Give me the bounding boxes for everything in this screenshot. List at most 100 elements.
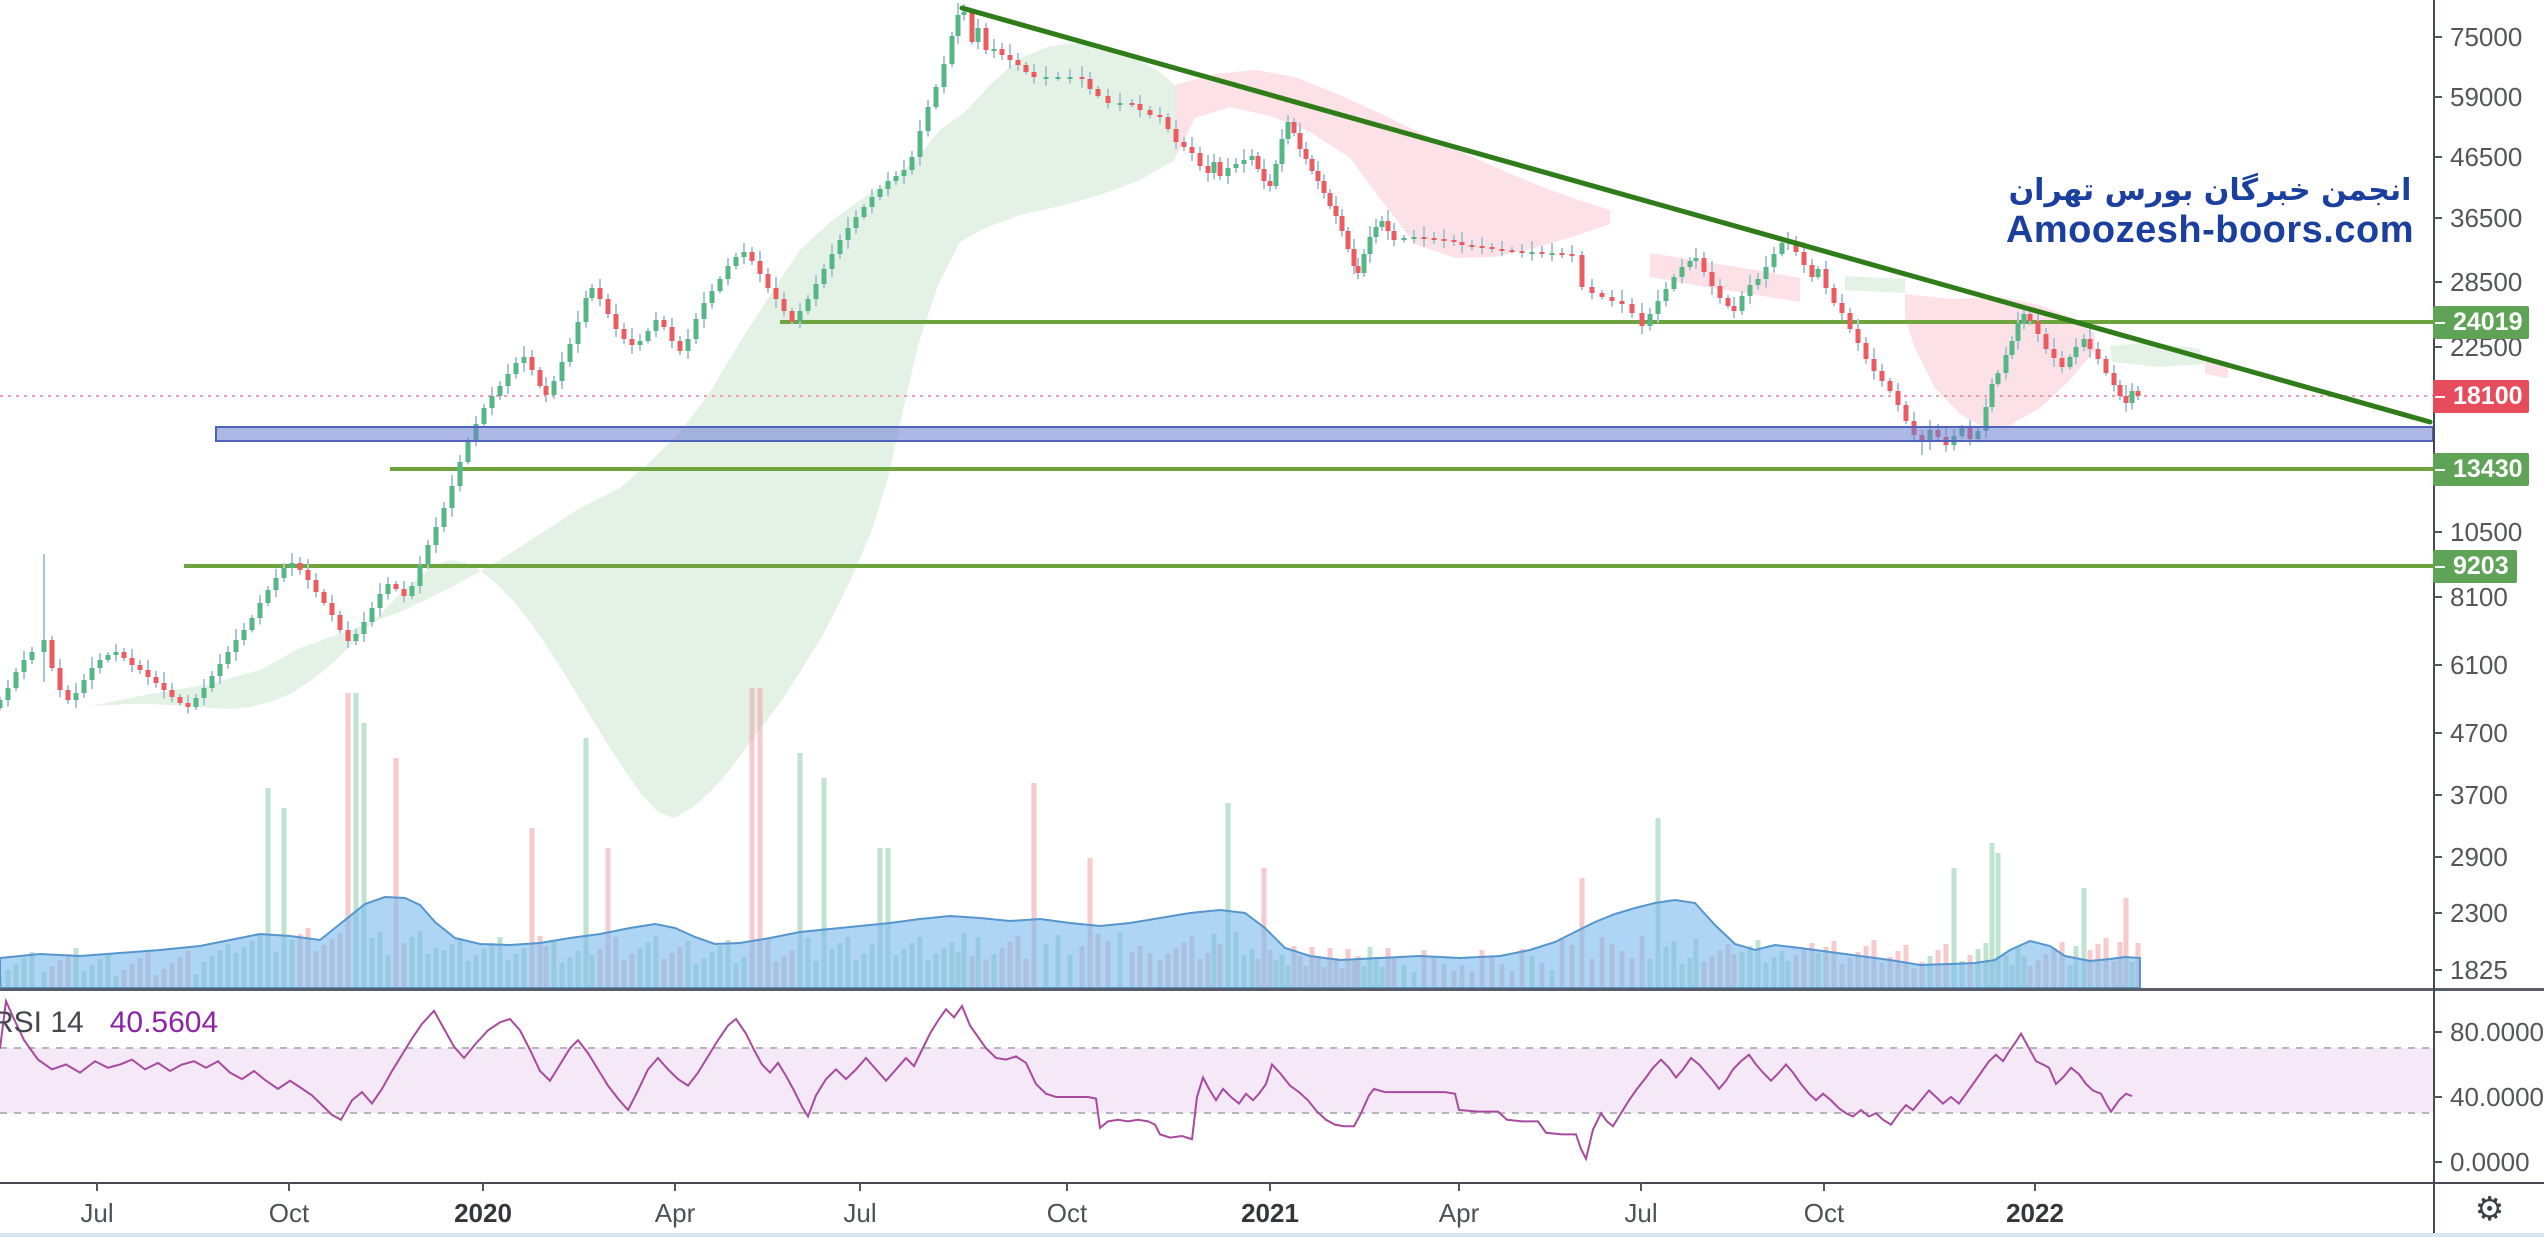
candle-body xyxy=(449,486,455,508)
candle-body xyxy=(49,640,55,668)
candle-body xyxy=(121,652,127,658)
candle-body xyxy=(481,408,487,424)
candle-body xyxy=(1983,407,1989,431)
supply-zone-band[interactable] xyxy=(215,426,2434,442)
candle-body xyxy=(1519,251,1525,253)
candle-body xyxy=(1731,306,1737,311)
candle-body xyxy=(1355,266,1361,273)
candle-body xyxy=(2027,314,2033,321)
time-axis-label: 2020 xyxy=(454,1198,512,1228)
settings-gear-icon[interactable]: ⚙ xyxy=(2474,1189,2505,1228)
time-axis-tick xyxy=(288,1182,290,1191)
price-axis-label: 6100 xyxy=(2433,650,2508,680)
time-axis-tick xyxy=(859,1182,861,1191)
candle-body xyxy=(369,608,375,622)
volume-bar xyxy=(265,788,271,988)
candle-body xyxy=(337,615,343,630)
candle-body xyxy=(409,586,415,596)
candle-body xyxy=(2021,314,2027,323)
candle-body xyxy=(1273,164,1279,186)
volume-bar xyxy=(757,688,763,988)
candle-body xyxy=(1747,285,1753,296)
candle-body xyxy=(1105,96,1111,103)
candle-body xyxy=(925,107,931,131)
time-axis-tick xyxy=(674,1182,676,1191)
watermark-line-site: Amoozesh-boors.com xyxy=(2005,208,2414,251)
candle-body xyxy=(2111,373,2117,385)
candle-body xyxy=(949,36,955,64)
time-axis-tick xyxy=(1640,1182,1642,1191)
candle-body xyxy=(709,291,715,303)
candle-body xyxy=(1709,272,1715,286)
candle-body xyxy=(505,374,511,386)
candle-body xyxy=(909,157,915,170)
candle-body xyxy=(1895,391,1901,405)
candle-body xyxy=(853,217,859,228)
price-axis-label: 46500 xyxy=(2433,142,2522,172)
candle-body xyxy=(2123,396,2129,403)
candle-body xyxy=(0,700,3,708)
candle-body xyxy=(513,363,519,374)
candle-body xyxy=(1291,122,1297,133)
candle-body xyxy=(1181,142,1187,147)
candle-body xyxy=(1579,255,1585,287)
price-axis-label: 10500 xyxy=(2433,517,2522,547)
candle-body xyxy=(393,584,399,589)
rsi-line xyxy=(0,997,2133,1162)
candle-body xyxy=(137,665,143,670)
candle-body xyxy=(1441,239,1447,241)
candle-body xyxy=(489,396,495,408)
candle-body xyxy=(2081,339,2087,347)
candle-body xyxy=(961,12,967,15)
candle-body xyxy=(1701,258,1707,272)
candle-body xyxy=(999,49,1005,55)
price-axis[interactable]: 75000 59000 46500 36500 28500 22500 10500 8100 6… xyxy=(2433,0,2544,1182)
candle-body xyxy=(669,327,675,341)
candle-body xyxy=(629,339,635,345)
candle-body xyxy=(1321,181,1327,193)
candle-body xyxy=(1831,288,1837,303)
candle-body xyxy=(89,668,95,680)
pane-divider[interactable] xyxy=(0,988,2544,991)
candle-body xyxy=(861,207,867,217)
candle-body xyxy=(1067,77,1073,79)
candle-body xyxy=(361,622,367,634)
candle-body xyxy=(797,311,803,322)
candle-body xyxy=(73,693,79,700)
candle-body xyxy=(1469,245,1475,247)
candle-body xyxy=(1385,221,1391,231)
candle-body xyxy=(1173,129,1179,142)
candle-body xyxy=(1391,231,1397,240)
candle-body xyxy=(805,299,811,311)
candle-body xyxy=(1217,162,1223,176)
volume-flow-area xyxy=(0,895,2141,989)
candle-body xyxy=(217,664,223,676)
candle-body xyxy=(1717,286,1723,298)
price-axis-label: 28500 xyxy=(2433,267,2522,297)
candle-body xyxy=(1431,238,1437,240)
candle-body xyxy=(1809,265,1815,277)
candle-body xyxy=(1373,227,1379,237)
time-axis-label: 2022 xyxy=(2006,1198,2064,1228)
descending-trendline[interactable] xyxy=(959,5,2433,425)
candle-body xyxy=(1197,153,1203,166)
candle-body xyxy=(1589,287,1595,293)
candle-body xyxy=(1995,373,2001,384)
candle-body xyxy=(1079,77,1085,79)
candle-body xyxy=(1763,267,1769,279)
candle-body xyxy=(781,299,787,311)
candle-body xyxy=(885,181,891,189)
candle-body xyxy=(1031,72,1037,77)
time-axis[interactable]: Jul Oct 2020 Apr Jul Oct 2021 Apr Jul Oct 2022 xyxy=(0,1182,2433,1233)
candle-body xyxy=(869,197,875,207)
candle-body xyxy=(1569,254,1575,256)
candle-body xyxy=(845,228,851,240)
volume-bar xyxy=(2081,888,2087,988)
price-axis-label: 36500 xyxy=(2433,203,2522,233)
candle-body xyxy=(265,590,271,603)
candle-body xyxy=(273,578,279,590)
candle-body xyxy=(1361,254,1367,273)
candle-body xyxy=(1609,297,1615,301)
candle-body xyxy=(297,563,303,570)
